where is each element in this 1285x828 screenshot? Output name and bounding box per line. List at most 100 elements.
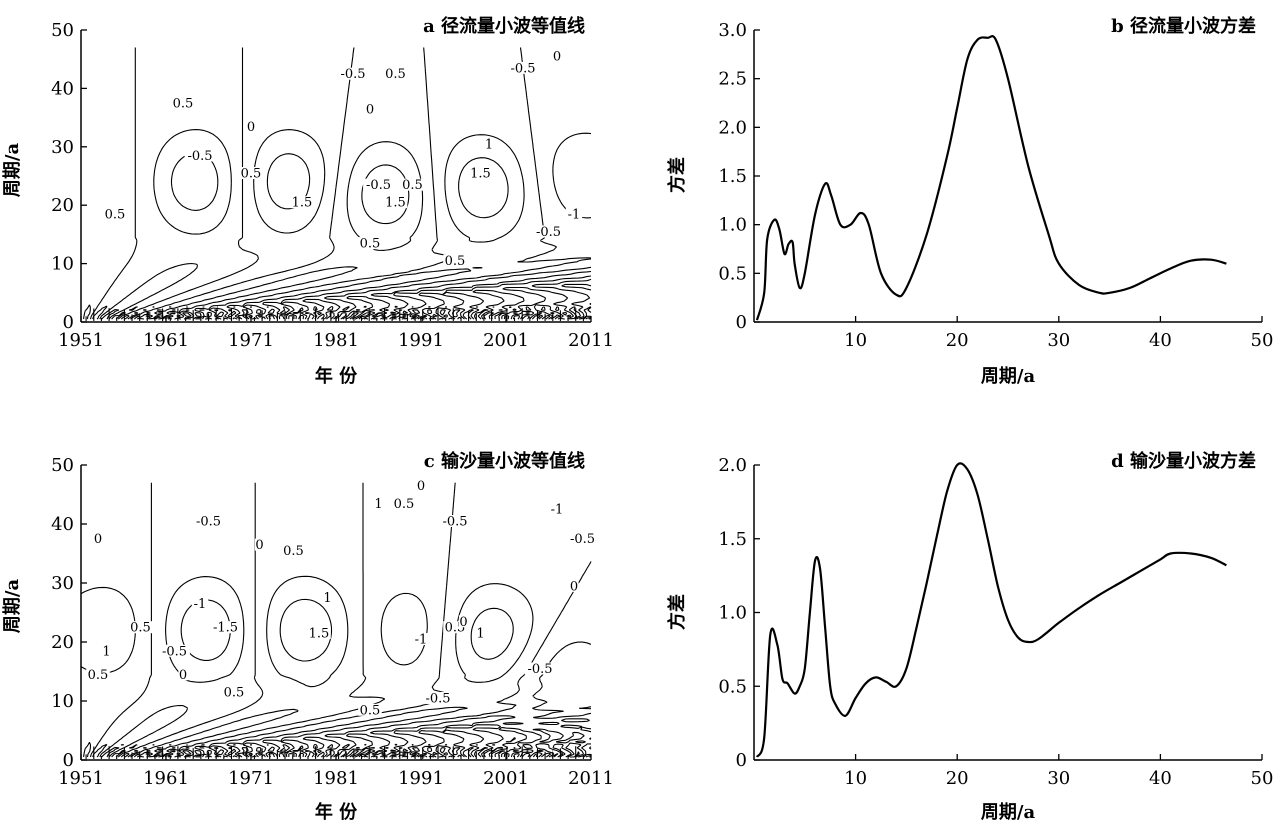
- contour-label: 0.5: [385, 67, 406, 82]
- y-tick-label: 50: [51, 20, 74, 41]
- contour-label-bg: [290, 196, 314, 209]
- y-tick-label: 50: [51, 455, 74, 476]
- contour-label: 0.5: [445, 254, 466, 269]
- x-tick-label: 40: [1149, 330, 1172, 351]
- chart-title: d 输沙量小波方差: [1111, 450, 1256, 472]
- contour-label-bg: [475, 627, 486, 640]
- x-tick-label: 1951: [58, 768, 104, 789]
- contour-label: -0.5: [527, 662, 552, 677]
- contour-label: 0.5: [130, 621, 151, 636]
- y-tick-label: 2.0: [718, 117, 747, 138]
- contour-label: -0.5: [536, 225, 561, 240]
- x-tick-label: 1991: [398, 330, 444, 351]
- y-tick-label: 3.0: [718, 20, 747, 41]
- x-tick-label: 30: [1047, 768, 1070, 789]
- contour-label: -0.5: [187, 149, 212, 164]
- x-axis-label: 周期/a: [981, 802, 1036, 823]
- y-tick-label: 0: [63, 750, 74, 771]
- contour-label-bg: [191, 597, 209, 610]
- x-tick-label: 1981: [313, 330, 359, 351]
- contour-label-bg: [468, 167, 493, 179]
- contour-label: 1: [102, 644, 110, 659]
- contour-label-bg: [93, 532, 103, 545]
- y-tick-label: 0.5: [718, 263, 747, 284]
- contour-label: 0.5: [88, 668, 109, 683]
- contour-label-bg: [458, 615, 469, 628]
- contour-label-bg: [383, 196, 408, 209]
- contour-label-bg: [171, 96, 195, 109]
- y-tick-label: 1.0: [718, 215, 747, 236]
- contour-label-bg: [567, 532, 598, 545]
- y-tick-label: 20: [51, 195, 74, 216]
- y-tick-label: 1.0: [718, 603, 747, 624]
- contour-label: 0: [179, 668, 187, 683]
- contour-label-bg: [416, 479, 426, 492]
- contour-label-bg: [239, 167, 263, 179]
- contour-label-bg: [548, 503, 566, 516]
- contour-label-bg: [159, 644, 190, 657]
- contour-label: 0.5: [402, 178, 423, 193]
- y-tick-label: 30: [51, 573, 74, 594]
- x-tick-label: 1991: [398, 768, 444, 789]
- contour-label: -0.5: [340, 67, 365, 82]
- contour-label-bg: [103, 207, 127, 220]
- contour-label: -0.5: [425, 692, 450, 707]
- contour-label: 0.5: [105, 207, 126, 222]
- contour-label: 0: [247, 120, 255, 135]
- y-tick-label: 0: [63, 312, 74, 333]
- contour-label-bg: [222, 686, 246, 699]
- y-tick-label: 0: [736, 312, 747, 333]
- contour-label-bg: [412, 633, 430, 645]
- contour-label: 0.5: [360, 237, 381, 252]
- y-tick-label: 0: [736, 750, 747, 771]
- y-tick-label: 0.5: [718, 676, 747, 697]
- contour-label-bg: [443, 254, 467, 267]
- contour-label: 0: [366, 102, 374, 117]
- contour-label-bg: [86, 668, 110, 681]
- contour-label-bg: [400, 178, 425, 191]
- x-tick-label: 2011: [568, 330, 614, 351]
- y-tick-label: 1.5: [718, 529, 747, 550]
- x-tick-label: 30: [1047, 330, 1070, 351]
- y-axis-label: 周期/a: [2, 579, 23, 634]
- contour-label-bg: [363, 178, 394, 191]
- contour-label-bg: [365, 102, 375, 115]
- contour-label: -1: [568, 207, 581, 222]
- contour-label: 1: [374, 497, 382, 512]
- contour-label: 1.5: [470, 167, 491, 182]
- chart-title: a 径流量小波等值线: [423, 15, 585, 37]
- x-axis-label: 年 份: [315, 365, 358, 387]
- y-tick-label: 30: [51, 137, 74, 158]
- contour-label: 0: [94, 532, 102, 547]
- x-tick-label: 10: [844, 768, 867, 789]
- contour-label-bg: [210, 621, 241, 634]
- contour-label: -0.5: [510, 61, 535, 76]
- contour-label: 0: [570, 579, 578, 594]
- contour-label-bg: [322, 591, 333, 604]
- contour-label-bg: [484, 137, 494, 150]
- contour-label: -0.5: [162, 644, 187, 659]
- contour-line-level-neg0p5: [92, 129, 592, 320]
- contour-label: 0: [553, 50, 561, 65]
- x-tick-label: 1971: [228, 330, 274, 351]
- x-axis-label: 周期/a: [981, 366, 1036, 387]
- y-tick-label: 40: [51, 78, 74, 99]
- y-tick-label: 1.5: [718, 166, 747, 187]
- contour-label: -1: [415, 633, 428, 648]
- x-tick-label: 1971: [228, 768, 274, 789]
- x-tick-label: 2001: [483, 768, 529, 789]
- contour-label: -0.5: [366, 178, 391, 193]
- contour-label: -0.5: [196, 515, 221, 530]
- contour-label-bg: [565, 207, 583, 220]
- contour-label-bg: [392, 497, 416, 510]
- contour-label: 0.5: [360, 703, 381, 718]
- contour-label-bg: [246, 120, 256, 133]
- contour-label-bg: [358, 237, 382, 250]
- contour-label: 0.5: [241, 167, 262, 182]
- y-tick-label: 10: [51, 691, 74, 712]
- panel-c-sediment-wavelet-contour: 0-0.50 0.511 0.50-0.5-1-0.500.5-0.5-1-1.5 1…: [2, 450, 614, 823]
- y-axis-label: 方差: [666, 594, 688, 630]
- contour-label-bg: [569, 579, 579, 592]
- contour-label-bg: [281, 544, 306, 557]
